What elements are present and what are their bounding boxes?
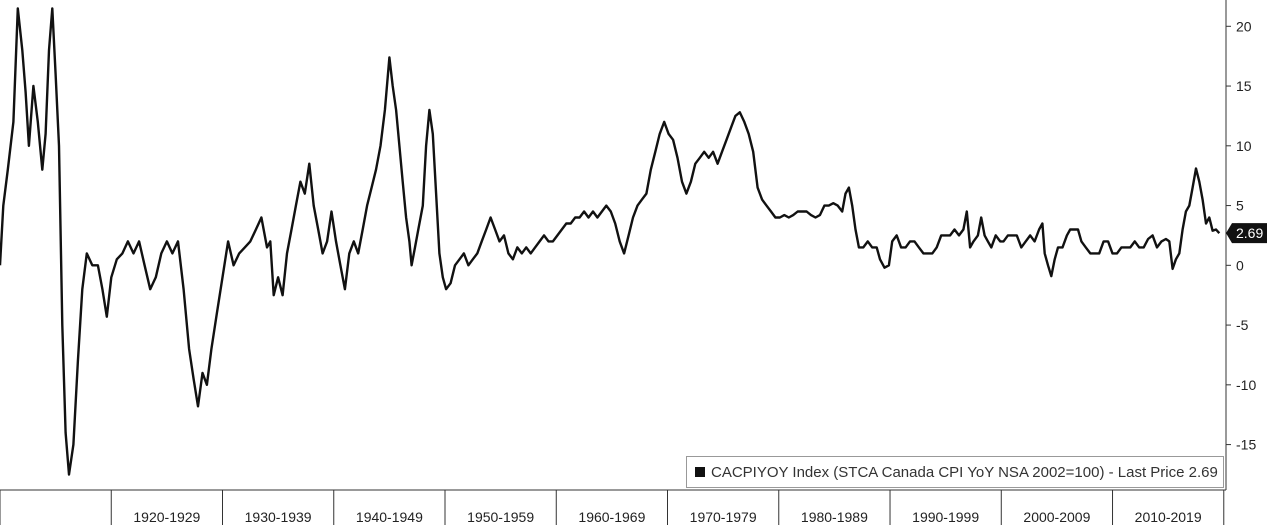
y-tick-label: 15 xyxy=(1236,78,1252,94)
last-price-tag-text: 2.69 xyxy=(1236,225,1263,241)
y-tick-label: 0 xyxy=(1236,257,1244,273)
y-tick-label: 20 xyxy=(1236,18,1252,34)
x-tick-group xyxy=(0,490,1225,525)
last-price-tag: 2.69 xyxy=(1226,223,1267,244)
y-tick-label: 10 xyxy=(1236,138,1252,154)
x-category-label: 1980-1989 xyxy=(801,509,868,525)
legend-text: CACPIYOY Index (STCA Canada CPI YoY NSA … xyxy=(711,463,1218,481)
x-label-group: 1920-1929 1930-1939 1940-1949 1950-1959 1960… xyxy=(133,509,1201,525)
x-category-label: 1990-1999 xyxy=(912,509,979,525)
cpi-yoy-line xyxy=(0,7,1221,476)
x-category-label: 2000-2009 xyxy=(1023,509,1090,525)
x-category-label: 1930-1939 xyxy=(245,509,312,525)
y-tick-label: -10 xyxy=(1236,377,1256,393)
x-category-label: 1960-1969 xyxy=(578,509,645,525)
x-category-label: 1920-1929 xyxy=(133,509,200,525)
y-tick-label: -5 xyxy=(1236,317,1249,333)
y-tick-group: 20 15 10 5 0 -5 -10 -15 xyxy=(1226,18,1256,453)
legend: CACPIYOY Index (STCA Canada CPI YoY NSA … xyxy=(686,456,1224,488)
y-tick-label: -15 xyxy=(1236,437,1256,453)
x-category-label: 1940-1949 xyxy=(356,509,423,525)
legend-swatch xyxy=(695,467,705,477)
last-price-tag-shape xyxy=(1226,223,1267,244)
x-category-label: 2010-2019 xyxy=(1135,509,1202,525)
x-category-label: 1970-1979 xyxy=(690,509,757,525)
y-tick-label: 5 xyxy=(1236,198,1244,214)
x-category-label: 1950-1959 xyxy=(467,509,534,525)
